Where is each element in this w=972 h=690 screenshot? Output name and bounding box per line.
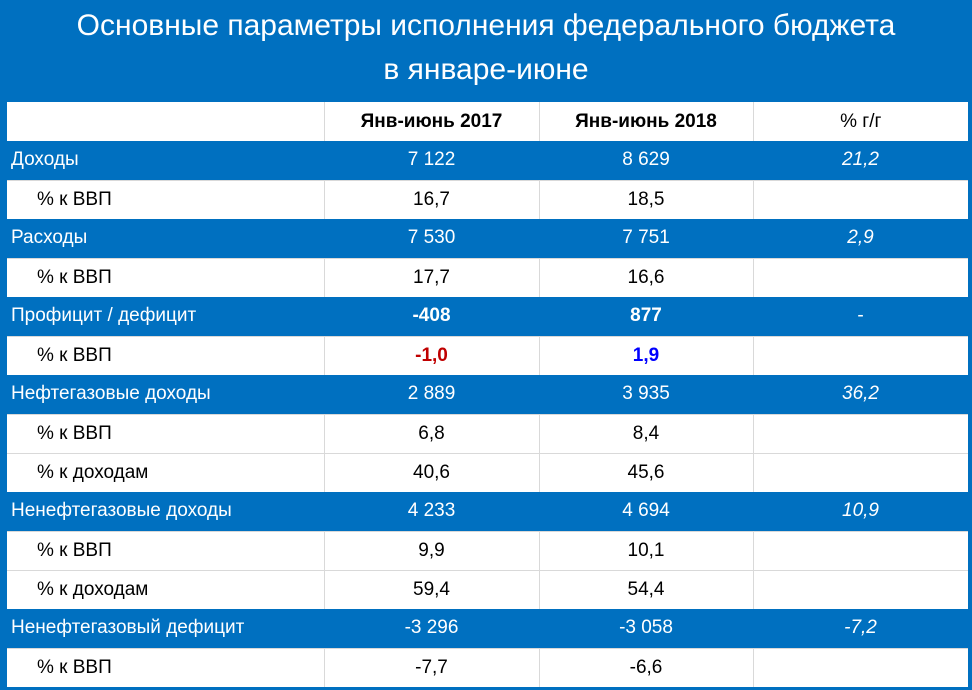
- value-2017: -1,0: [323, 335, 539, 375]
- value-yoy: [752, 413, 968, 453]
- table-row: Доходы 7 122 8 629 21,2: [7, 141, 968, 180]
- budget-table: Янв-июнь 2017 Янв-июнь 2018 % г/г Доходы…: [7, 102, 968, 687]
- value-2018: 45,6: [538, 452, 753, 492]
- table-row: % к ВВП 16,7 18,5: [7, 179, 968, 219]
- value-2017: 17,7: [323, 257, 539, 297]
- table-row: % к доходам 40,6 45,6: [7, 452, 968, 492]
- header-cell-yoy: % г/г: [752, 102, 968, 141]
- value-yoy: 2,9: [753, 219, 968, 258]
- table-row: % к ВВП 6,8 8,4: [7, 413, 968, 453]
- value-2017: 4 233: [324, 492, 539, 531]
- value-2017: 2 889: [324, 375, 539, 414]
- value-yoy: 21,2: [753, 141, 968, 180]
- row-label: % к ВВП: [7, 413, 324, 453]
- value-2017: 40,6: [323, 452, 539, 492]
- value-2018: -6,6: [538, 647, 753, 687]
- table-row: % к ВВП -1,0 1,9: [7, 335, 968, 375]
- row-label: % к ВВП: [7, 530, 324, 570]
- value-2018: 7 751: [539, 219, 753, 258]
- header-cell-2017: Янв-июнь 2017: [323, 102, 539, 141]
- title-line-1: Основные параметры исполнения федерально…: [76, 9, 896, 42]
- value-2018: 1,9: [538, 335, 753, 375]
- table-row: Ненефтегазовые доходы 4 233 4 694 10,9: [7, 492, 968, 531]
- table-row: Нефтегазовые доходы 2 889 3 935 36,2: [7, 375, 968, 414]
- row-label: Ненефтегазовые доходы: [7, 492, 324, 531]
- row-label: % к ВВП: [7, 179, 324, 219]
- row-label: Расходы: [7, 219, 324, 258]
- value-2017: 6,8: [323, 413, 539, 453]
- value-2017: 9,9: [323, 530, 539, 570]
- value-2018: 3 935: [539, 375, 753, 414]
- value-2018: 8 629: [539, 141, 753, 180]
- row-label: % к доходам: [7, 452, 324, 492]
- table-row: Профицит / дефицит -408 877 -: [7, 297, 968, 336]
- value-2017: 59,4: [323, 569, 539, 609]
- value-2018: 16,6: [538, 257, 753, 297]
- row-label: % к ВВП: [7, 335, 324, 375]
- table-row: % к ВВП 17,7 16,6: [7, 257, 968, 297]
- value-yoy: -: [753, 297, 968, 336]
- table-row: Ненефтегазовый дефицит -3 296 -3 058 -7,…: [7, 609, 968, 648]
- value-2017: 7 122: [324, 141, 539, 180]
- value-2018: -3 058: [539, 609, 753, 648]
- table-row: Расходы 7 530 7 751 2,9: [7, 219, 968, 258]
- title-line-2: в январе-июне: [383, 53, 589, 86]
- value-2017: 16,7: [323, 179, 539, 219]
- value-yoy: 10,9: [753, 492, 968, 531]
- row-label: % к доходам: [7, 569, 324, 609]
- table-row: % к ВВП 9,9 10,1: [7, 530, 968, 570]
- value-2017: -7,7: [323, 647, 539, 687]
- table-row: % к доходам 59,4 54,4: [7, 569, 968, 609]
- value-yoy: [752, 179, 968, 219]
- value-yoy: [752, 452, 968, 492]
- row-label: Ненефтегазовый дефицит: [7, 609, 324, 648]
- table-header-row: Янв-июнь 2017 Янв-июнь 2018 % г/г: [7, 102, 968, 141]
- value-yoy: [752, 569, 968, 609]
- value-2018: 10,1: [538, 530, 753, 570]
- value-2018: 4 694: [539, 492, 753, 531]
- value-2017: -408: [324, 297, 539, 336]
- value-yoy: -7,2: [753, 609, 968, 648]
- row-label: % к ВВП: [7, 647, 324, 687]
- value-2018: 18,5: [538, 179, 753, 219]
- page-title: Основные параметры исполнения федерально…: [0, 0, 972, 100]
- value-yoy: [752, 530, 968, 570]
- row-label: % к ВВП: [7, 257, 324, 297]
- row-label: Профицит / дефицит: [7, 297, 324, 336]
- value-2018: 8,4: [538, 413, 753, 453]
- value-2017: 7 530: [324, 219, 539, 258]
- value-2018: 877: [539, 297, 753, 336]
- header-cell-2018: Янв-июнь 2018: [538, 102, 753, 141]
- value-2017: -3 296: [324, 609, 539, 648]
- value-yoy: [752, 335, 968, 375]
- header-cell-label: [7, 102, 324, 141]
- value-yoy: [752, 257, 968, 297]
- value-2018: 54,4: [538, 569, 753, 609]
- value-yoy: 36,2: [753, 375, 968, 414]
- row-label: Доходы: [7, 141, 324, 180]
- table-row: % к ВВП -7,7 -6,6: [7, 647, 968, 687]
- row-label: Нефтегазовые доходы: [7, 375, 324, 414]
- value-yoy: [752, 647, 968, 687]
